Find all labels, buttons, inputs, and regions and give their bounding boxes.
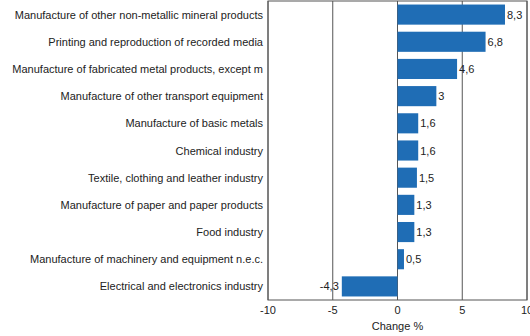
bar <box>398 86 437 106</box>
data-label: 0,5 <box>406 253 421 265</box>
data-label: 6,8 <box>488 36 503 48</box>
data-label: 3 <box>438 90 444 102</box>
tick-label: 5 <box>459 304 465 316</box>
bar <box>398 222 415 242</box>
axis-label: Change % <box>372 320 424 332</box>
bar <box>398 195 415 215</box>
bar <box>398 32 486 52</box>
category-label: Manufacture of other non-metallic minera… <box>15 9 264 21</box>
data-label: 1,6 <box>420 117 435 129</box>
category-label: Manufacture of fabricated metal products… <box>12 63 263 75</box>
data-label: -4,3 <box>320 280 339 292</box>
tick-label: -5 <box>328 304 338 316</box>
category-label: Food industry <box>196 226 263 238</box>
category-label: Manufacture of paper and paper products <box>61 199 264 211</box>
category-label: Manufacture of other transport equipment <box>61 90 263 102</box>
plot-frame <box>268 1 527 300</box>
category-label: Electrical and electronics industry <box>100 280 264 292</box>
tick-label: 10 <box>521 304 530 316</box>
bars <box>342 5 505 297</box>
bar <box>398 249 404 269</box>
bar <box>398 140 419 160</box>
category-label: Chemical industry <box>176 145 264 157</box>
bar <box>398 168 417 188</box>
data-label: 1,6 <box>420 145 435 157</box>
grid-line <box>332 1 333 300</box>
tick-label: 0 <box>394 304 400 316</box>
data-label: 4,6 <box>459 63 474 75</box>
bar <box>398 5 505 25</box>
data-label: 1,3 <box>416 226 431 238</box>
data-label: 1,5 <box>419 172 434 184</box>
chart: 8,3 6,8 4,6 3 1,6 1,6 1,5 1,3 1,3 0,5 -4,3 Manufact… <box>0 0 530 336</box>
category-label: Printing and reproduction of recorded me… <box>48 36 264 48</box>
data-label: 1,3 <box>416 199 431 211</box>
tick-label: -10 <box>260 304 276 316</box>
category-label: Textile, clothing and leather industry <box>88 172 263 184</box>
category-label: Manufacture of machinery and equipment n… <box>30 253 263 265</box>
category-label: Manufacture of basic metals <box>125 117 263 129</box>
bar <box>342 276 398 296</box>
data-label: 8,3 <box>507 9 522 21</box>
bar <box>398 59 458 79</box>
bar <box>398 113 419 133</box>
